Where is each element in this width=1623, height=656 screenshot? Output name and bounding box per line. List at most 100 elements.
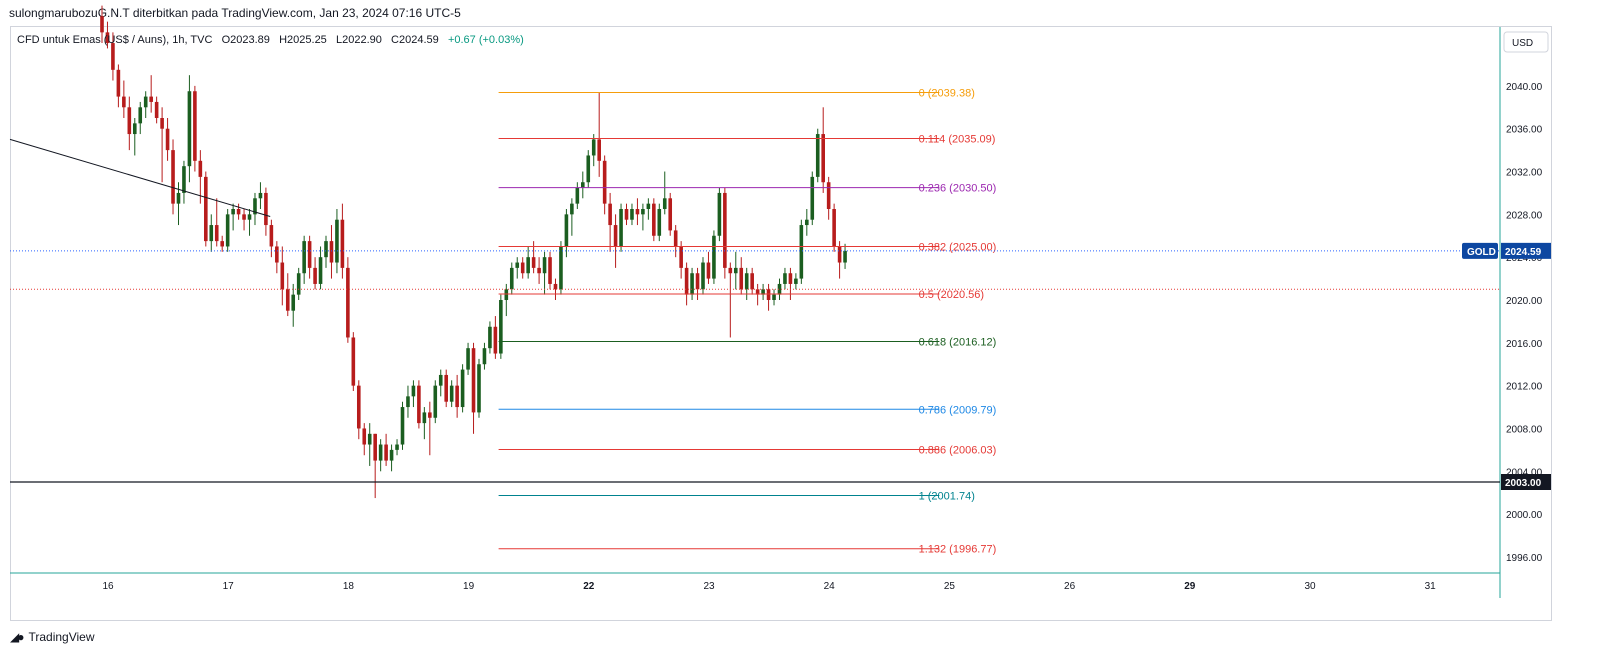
candle-body <box>444 374 449 402</box>
candle-body <box>296 273 301 295</box>
candle <box>449 380 454 408</box>
brand-name: TradingView <box>28 630 95 644</box>
time-tick-label: 25 <box>944 581 956 592</box>
candle-body <box>744 273 749 290</box>
candle <box>384 433 388 466</box>
candle-body <box>515 262 520 268</box>
candle-body <box>198 160 203 177</box>
candle <box>723 187 727 279</box>
candle-body <box>406 396 410 408</box>
candle-body <box>384 444 388 461</box>
candle <box>455 374 459 418</box>
candle-body <box>411 385 416 397</box>
candle-body <box>509 267 514 290</box>
candle <box>695 267 700 300</box>
candle <box>613 214 618 268</box>
candle-body <box>630 209 634 220</box>
candle-body <box>733 267 738 274</box>
candle <box>635 198 640 226</box>
candle-body <box>766 289 771 300</box>
candle <box>766 283 771 311</box>
candle <box>138 101 143 135</box>
candle <box>608 192 612 252</box>
candle-body <box>570 203 574 215</box>
candle <box>324 235 328 268</box>
candle-body <box>176 192 181 204</box>
candle-body <box>564 214 569 247</box>
candle-body <box>488 326 492 349</box>
time-tick-label: 17 <box>223 581 235 592</box>
candle <box>204 171 208 247</box>
candle <box>127 96 132 151</box>
candle <box>346 257 350 343</box>
candle-body <box>832 209 836 247</box>
candle <box>717 187 722 242</box>
candle-body <box>799 225 804 279</box>
time-tick-label: 24 <box>824 581 836 592</box>
currency-box <box>1503 31 1549 53</box>
candle <box>171 139 175 215</box>
candle <box>701 257 705 295</box>
last-price-badge <box>1501 242 1551 259</box>
legend-change: +0.67 (+0.03%) <box>447 34 524 46</box>
currency-selector[interactable]: USD <box>1503 31 1549 53</box>
candle-body <box>247 214 252 220</box>
candle-body <box>679 246 683 268</box>
candle <box>477 358 481 418</box>
candle-body <box>542 257 547 274</box>
time-tick-label: 18 <box>343 581 355 592</box>
candle <box>269 219 274 258</box>
candle <box>111 32 115 81</box>
candle <box>548 251 552 290</box>
candle <box>690 267 694 300</box>
candle <box>493 316 498 359</box>
price-tick-label: 2020.00 <box>1506 296 1543 307</box>
time-tick-label: 23 <box>703 581 715 592</box>
candle-body <box>302 241 306 274</box>
candle <box>706 251 711 284</box>
candle-body <box>149 96 153 102</box>
candle-body <box>438 374 443 386</box>
candle <box>537 257 541 284</box>
candle-body <box>460 369 465 408</box>
candle-body <box>641 209 645 215</box>
candle <box>837 241 842 279</box>
candle <box>679 241 683 279</box>
fib-level-label: 0 (2039.38) <box>919 88 975 100</box>
candle <box>395 439 399 456</box>
candle <box>570 198 574 236</box>
candle-body <box>122 96 126 108</box>
candle <box>652 198 656 242</box>
candle <box>777 278 782 300</box>
candle <box>810 171 815 226</box>
candle-body <box>826 182 831 209</box>
candle-body <box>499 300 503 354</box>
candle <box>733 251 738 290</box>
candle <box>247 209 252 236</box>
candle <box>744 267 749 300</box>
candle-body <box>553 283 558 290</box>
price-tick-label: 2012.00 <box>1506 382 1543 393</box>
candle <box>564 209 569 258</box>
candle-body <box>367 433 372 445</box>
candle-body <box>772 294 776 300</box>
candle-body <box>646 203 651 209</box>
price-tick-label: 1996.00 <box>1506 553 1543 564</box>
price-tick-label: 2032.00 <box>1506 168 1543 179</box>
candle <box>602 155 607 215</box>
candle <box>313 257 317 290</box>
candle <box>520 257 525 279</box>
candle <box>815 128 820 183</box>
candle-body <box>624 209 629 220</box>
candle <box>788 267 793 300</box>
candle-body <box>395 444 399 450</box>
candle <box>466 342 470 375</box>
price-tick-label: 2004.00 <box>1506 467 1543 478</box>
candle-body <box>520 262 525 274</box>
candle-body <box>783 273 787 284</box>
candle-body <box>755 289 760 295</box>
chart-frame <box>10 26 1552 621</box>
legend-open: O2023.89 <box>221 34 270 46</box>
candle-body <box>788 273 793 284</box>
